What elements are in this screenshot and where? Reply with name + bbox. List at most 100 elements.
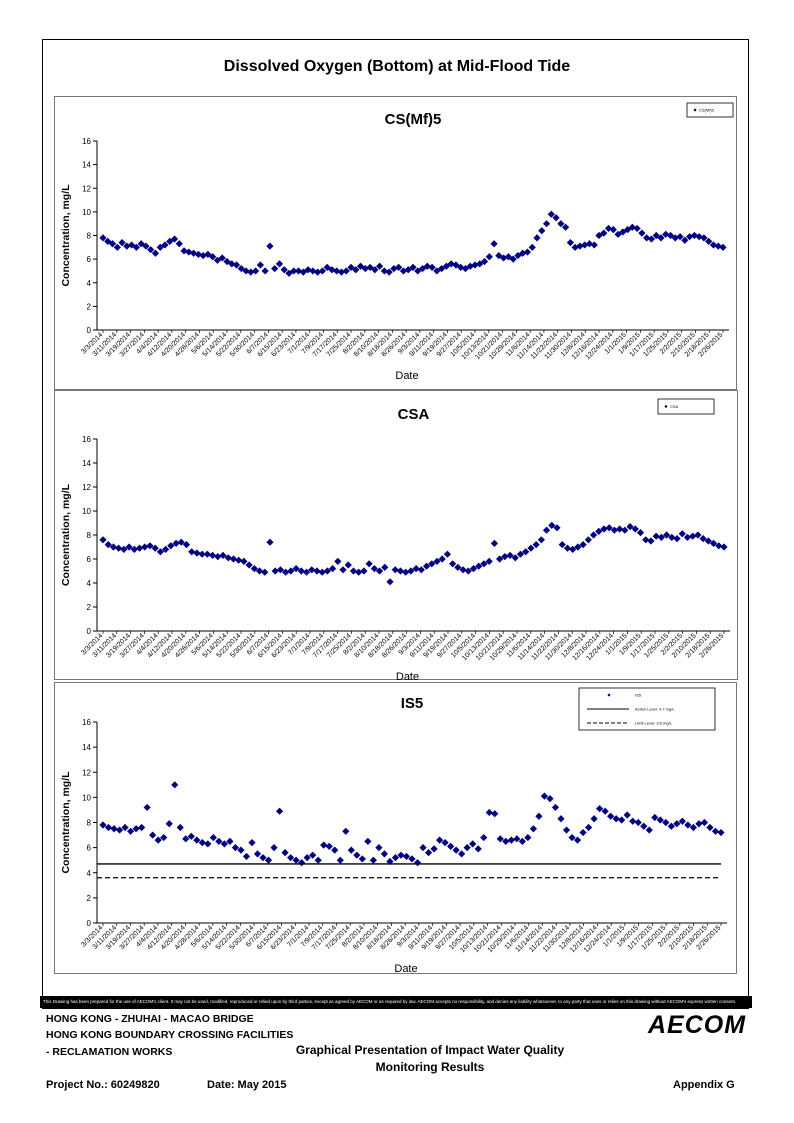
data-point [99,536,107,544]
data-point [255,567,264,575]
data-point [209,833,217,842]
data-point [614,230,622,238]
data-point [381,563,389,571]
data-point [686,233,694,241]
data-point [624,225,632,234]
data-point [647,537,655,545]
data-point [369,856,377,864]
appendix-label: Appendix G [673,1079,735,1091]
data-point [275,807,284,815]
data-point [609,225,617,234]
data-point [495,251,503,260]
data-point [671,234,679,242]
data-point [156,243,164,251]
data-point [438,264,446,273]
drawing-description-1: Graphical Presentation of Impact Water Q… [295,1043,565,1057]
data-point [232,261,241,269]
data-point [623,811,631,819]
data-point [507,836,515,844]
data-point [496,555,504,563]
data-point [223,257,231,266]
data-point [428,263,436,271]
data-point [532,541,540,549]
data-point [504,253,512,261]
data-point [292,856,300,864]
data-point [360,567,368,575]
data-point [662,531,671,539]
data-point [188,548,196,556]
data-point [666,231,675,240]
data-point [557,220,565,228]
data-point [528,243,536,251]
data-point [177,538,185,546]
data-point [634,818,642,827]
legend-box [657,398,715,415]
data-point [502,837,510,845]
data-point [616,525,624,533]
data-point [402,568,410,576]
data-point [433,557,441,565]
data-point [480,560,488,568]
data-point [514,251,522,260]
data-point [170,235,179,243]
data-point [110,825,118,833]
data-point [271,264,279,273]
data-point [175,240,183,248]
y-tick-label: 12 [82,768,91,777]
y-tick-label: 8 [87,232,92,241]
data-point [538,227,546,235]
data-point [527,544,535,552]
data-point [266,538,274,546]
data-point [266,242,274,250]
data-point [417,566,425,574]
data-point [523,248,532,256]
data-point [695,820,703,828]
data-point [220,840,228,848]
data-point [237,846,245,854]
data-point [441,839,449,847]
data-point [705,237,713,246]
legend-label: Limit Level: 3.6 mg/L [635,721,673,726]
data-point [485,253,493,261]
y-tick-label: 14 [82,459,91,468]
data-point [161,241,169,249]
data-point [318,267,326,275]
data-point [433,267,441,275]
data-point [640,822,648,830]
data-point [364,837,372,845]
y-tick-label: 10 [82,208,91,217]
chart-panel-is5: IS5 Concentration, mg/L 0 2 4 6 8 10 12 14 16 3/3/2… [54,682,737,975]
data-point [529,825,537,833]
data-point [638,229,646,237]
data-point [128,241,136,249]
data-point [463,844,471,852]
data-point [342,827,350,835]
data-point [245,561,253,569]
data-point [717,828,725,837]
data-point [126,827,135,835]
data-point [600,525,608,533]
project-line-2: HONG KONG BOUNDARY CROSSING FACILITIES [46,1029,294,1041]
legend-marker [607,693,611,697]
y-tick-label: 16 [82,435,91,444]
data-point [395,263,403,271]
data-point [652,532,660,540]
legend-label: Action Level: 4.7 mg/L [635,707,675,712]
data-point [681,236,689,244]
disclaimer-bar: This Drawing has been prepared for the u… [40,996,752,1008]
data-point [304,266,312,274]
data-point [496,835,504,843]
data-point [380,850,389,858]
data-point [610,526,619,534]
data-point [547,210,555,218]
data-point [443,550,452,558]
data-point [203,550,211,558]
data-point [647,235,656,243]
data-point [336,856,344,864]
data-point [490,240,498,248]
legend-label: CSA [670,404,679,409]
data-point [590,241,598,249]
data-point [132,243,140,251]
y-axis-label: Concentration, mg/L [60,483,72,586]
